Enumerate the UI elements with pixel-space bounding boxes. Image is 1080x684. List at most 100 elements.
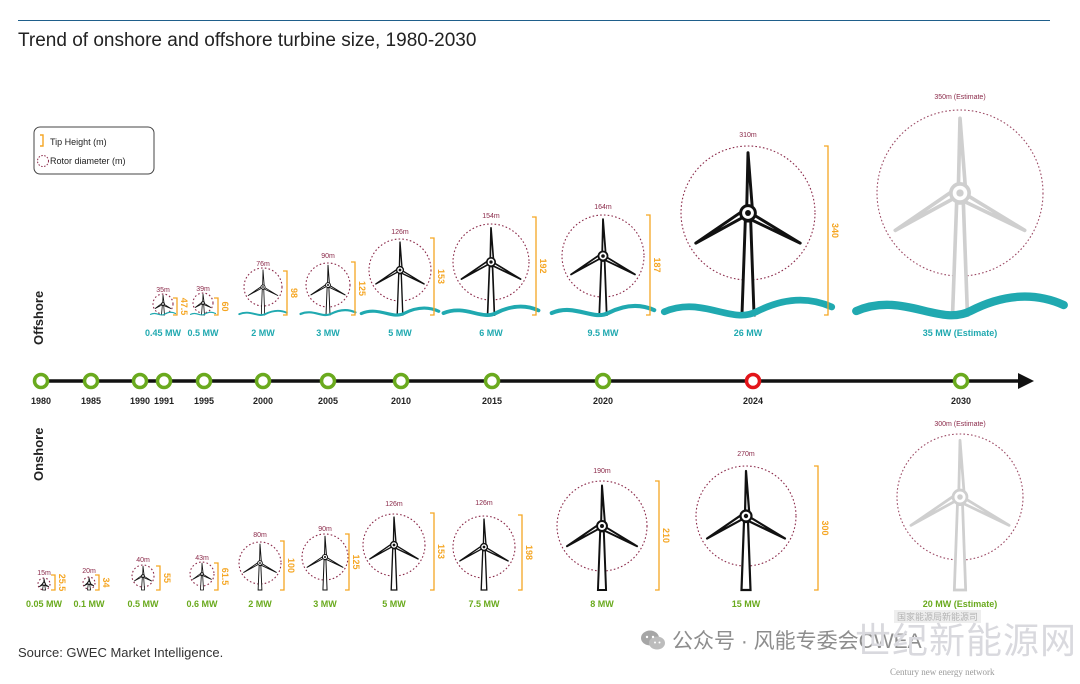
turbine-hub-center: [142, 575, 144, 577]
legend-rotor-diameter: Rotor diameter (m): [50, 156, 126, 166]
tip-height-bracket: [430, 512, 435, 591]
onshore-capacity-label: 3 MW: [313, 599, 337, 609]
onshore-tip-height-label: 300: [820, 520, 830, 535]
turbine-hub-center: [482, 545, 486, 549]
onshore-tip-height-label: 210: [661, 528, 671, 543]
timeline-year-2015: 2015: [482, 396, 502, 406]
offshore-capacity-label: 3 MW: [316, 328, 340, 338]
rotor-circle: [452, 223, 530, 301]
turbine-tower: [141, 576, 145, 591]
turbine-hub-center: [600, 524, 604, 528]
onshore-tip-height-label: 34: [101, 577, 111, 587]
rotor-circle: [452, 515, 516, 579]
tip-height-bracket: [156, 565, 161, 591]
onshore-tip-height-label: 25.5: [57, 574, 67, 592]
onshore-tip-height-label: 125: [351, 554, 361, 569]
turbine-tower: [325, 287, 331, 316]
onshore-capacity-label: 0.6 MW: [186, 599, 218, 609]
offshore-tip-height-label: 153: [436, 269, 446, 284]
turbine-blade: [398, 241, 403, 271]
turbine-tower: [201, 303, 205, 316]
onshore-rotor-label: 80m: [253, 532, 267, 539]
turbine-tower: [390, 548, 398, 591]
timeline-marker-1990: [131, 372, 149, 390]
timeline-year-1985: 1985: [81, 396, 101, 406]
offshore-capacity-label: 0.5 MW: [187, 328, 219, 338]
offshore-tip-height-label: 187: [652, 257, 662, 272]
onshore-capacity-label: 7.5 MW: [468, 599, 500, 609]
turbine-blade: [600, 484, 607, 527]
turbine-hub-center: [327, 284, 329, 286]
tip-height-bracket: [351, 261, 356, 316]
tip-height-bracket: [214, 297, 219, 316]
turbine-hub-center: [745, 210, 751, 216]
turbine-blade: [957, 438, 966, 499]
timeline-marker-2030: [952, 372, 970, 390]
onshore-rotor-label: 15m: [37, 570, 51, 577]
timeline-marker-1991: [155, 372, 173, 390]
tip-height-bracket: [280, 540, 285, 591]
turbine-blade: [489, 226, 495, 263]
rotor-circle: [561, 214, 645, 298]
onshore-tip-height-label: 100: [286, 558, 296, 573]
timeline-marker-1995: [195, 372, 213, 390]
tip-height-legend-icon: [40, 134, 44, 147]
timeline-year-1995: 1995: [194, 396, 214, 406]
top-divider-line: [18, 20, 1050, 21]
timeline-year-2030: 2030: [951, 396, 971, 406]
onshore-rotor-label: 90m: [318, 526, 332, 533]
onshore-label: Onshore: [31, 428, 46, 481]
offshore-rotor-label: 350m (Estimate): [934, 94, 985, 101]
onshore-capacity-label: 2 MW: [248, 599, 272, 609]
onshore-rotor-label: 270m: [737, 451, 755, 458]
offshore-rotor-label: 154m: [482, 213, 500, 220]
wave-icon: [549, 303, 657, 318]
onshore-rotor-label: 300m (Estimate): [934, 421, 985, 428]
wave-icon: [238, 309, 288, 316]
turbine-hub-center: [392, 543, 396, 547]
turbine-hub-center: [202, 302, 204, 304]
turbine-tower: [322, 559, 328, 591]
offshore-rotor-label: 126m: [391, 229, 409, 236]
timeline-marker-2010: [392, 372, 410, 390]
chart-title: Trend of onshore and offshore turbine si…: [18, 30, 477, 51]
onshore-tip-height-label: 61.5: [220, 568, 230, 586]
turbine-tower: [740, 520, 752, 592]
timeline-marker-1980: [32, 372, 50, 390]
tip-height-bracket: [95, 574, 100, 591]
offshore-capacity-label: 6 MW: [479, 328, 503, 338]
wave-icon: [660, 296, 836, 319]
wave-icon: [441, 304, 541, 317]
turbine-blade: [262, 269, 265, 288]
wave-icon: [359, 306, 441, 317]
rotor-circle: [131, 564, 155, 588]
turbine-blade: [482, 518, 487, 548]
offshore-tip-height-label: 60: [220, 301, 230, 311]
turbine-hub-center: [601, 254, 605, 258]
turbine-blade: [956, 116, 968, 195]
onshore-tip-height-label: 153: [436, 544, 446, 559]
timeline-arrow-icon: [1018, 373, 1034, 389]
onshore-rotor-label: 20m: [82, 568, 96, 575]
tip-height-bracket: [430, 237, 435, 316]
rotor-circle: [301, 533, 349, 581]
turbine-tower: [740, 219, 756, 317]
timeline-marker-2020: [594, 372, 612, 390]
watermark-logo: 世纪新能源网: [855, 620, 1078, 661]
tip-height-bracket: [173, 297, 178, 316]
onshore-rotor-label: 43m: [195, 555, 209, 562]
onshore-capacity-label: 20 MW (Estimate): [923, 599, 998, 609]
timeline-year-2020: 2020: [593, 396, 613, 406]
turbine-tower: [950, 201, 970, 317]
turbine-tower: [396, 273, 404, 316]
timeline-marker-2024: [744, 372, 762, 390]
rotor-circle: [189, 561, 215, 587]
onshore-capacity-label: 15 MW: [732, 599, 761, 609]
offshore-rotor-label: 35m: [156, 287, 170, 294]
turbine-hub-center: [323, 555, 327, 559]
turbine-blade: [324, 535, 328, 558]
offshore-rotor-label: 90m: [321, 253, 335, 260]
watermark-small: 国家能源局新能源司: [894, 610, 982, 623]
rotor-circle: [362, 513, 426, 577]
tip-height-bracket: [646, 214, 651, 316]
